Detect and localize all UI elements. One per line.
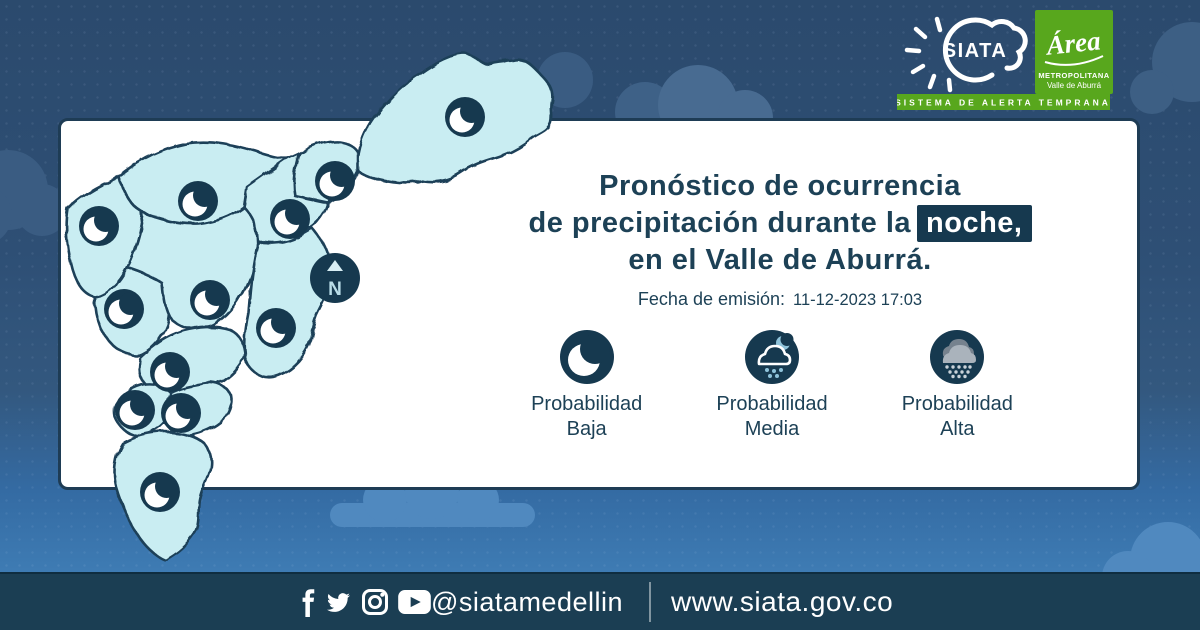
siata-tagline-text: SISTEMA DE ALERTA TEMPRANA [897, 98, 1111, 108]
youtube-icon[interactable] [398, 590, 431, 614]
moon-icon [559, 330, 614, 384]
emission-date-label: Fecha de emisión: [637, 289, 785, 309]
area-script-text: Área [1043, 25, 1102, 61]
sun-cloud-outline [942, 17, 1028, 83]
heavy-rain-drops [945, 365, 973, 379]
emission-date-value: 11-12-2023 17:03 [793, 291, 923, 309]
area-swoosh [1044, 55, 1104, 66]
cloud-top-right [1130, 22, 1200, 114]
legend-label-baja: Probabilidad Baja [531, 393, 643, 440]
footer-bar: @siatamedellin www.siata.gov.co [0, 572, 1200, 630]
footer-divider [649, 582, 651, 622]
title-highlight-noche: noche, [917, 205, 1032, 242]
siata-logo: SIATA SISTEMA DE ALERTA TEMPRANA [897, 16, 1111, 110]
legend-item-baja: Probabilidad Baja [494, 329, 679, 442]
twitter-icon[interactable] [325, 591, 352, 614]
cloud-behind-map-arm [537, 52, 593, 108]
cloud-heavy-rain-icon [930, 330, 985, 384]
website-link[interactable]: www.siata.gov.co [671, 586, 894, 617]
area-metropolitana-text: METROPOLITANA [1038, 71, 1109, 80]
title-line2-prefix: de precipitación durante la [528, 207, 912, 239]
siata-wordmark: SIATA [943, 40, 1008, 62]
probability-legend: Probabilidad Baja Probabilidad Media [494, 329, 1050, 442]
legend-label-media: Probabilidad Media [716, 393, 828, 440]
instagram-icon[interactable] [361, 588, 389, 616]
cloud-top-left [0, 150, 68, 239]
title-block: Pronóstico de ocurrencia de precipitació… [450, 168, 1110, 310]
legend-item-media: Probabilidad Media [679, 329, 864, 442]
rain-drops [764, 368, 783, 378]
social-handle[interactable]: @siatamedellin [431, 587, 623, 617]
emission-date-row: Fecha de emisión: 11-12-2023 17:03 [450, 289, 1110, 310]
legend-label-alta: Probabilidad Alta [901, 393, 1013, 440]
area-valle-text: Valle de Aburrá [1047, 81, 1102, 90]
sun-rays [904, 16, 953, 93]
page-title-line3: en el Valle de Aburrá. [628, 244, 932, 276]
page-title-line1: Pronóstico de ocurrencia [599, 170, 961, 202]
cloud-moon-rain-icon [744, 330, 799, 384]
legend-item-alta: Probabilidad Alta [865, 329, 1050, 442]
social-icons-row [299, 574, 431, 630]
page-title-line2: de precipitación durante la noche, [450, 205, 1110, 242]
facebook-icon[interactable] [299, 588, 316, 617]
siata-tagline-banner [897, 94, 1110, 110]
area-metropolitana-logo: Área METROPOLITANA Valle de Aburrá [1035, 10, 1113, 94]
